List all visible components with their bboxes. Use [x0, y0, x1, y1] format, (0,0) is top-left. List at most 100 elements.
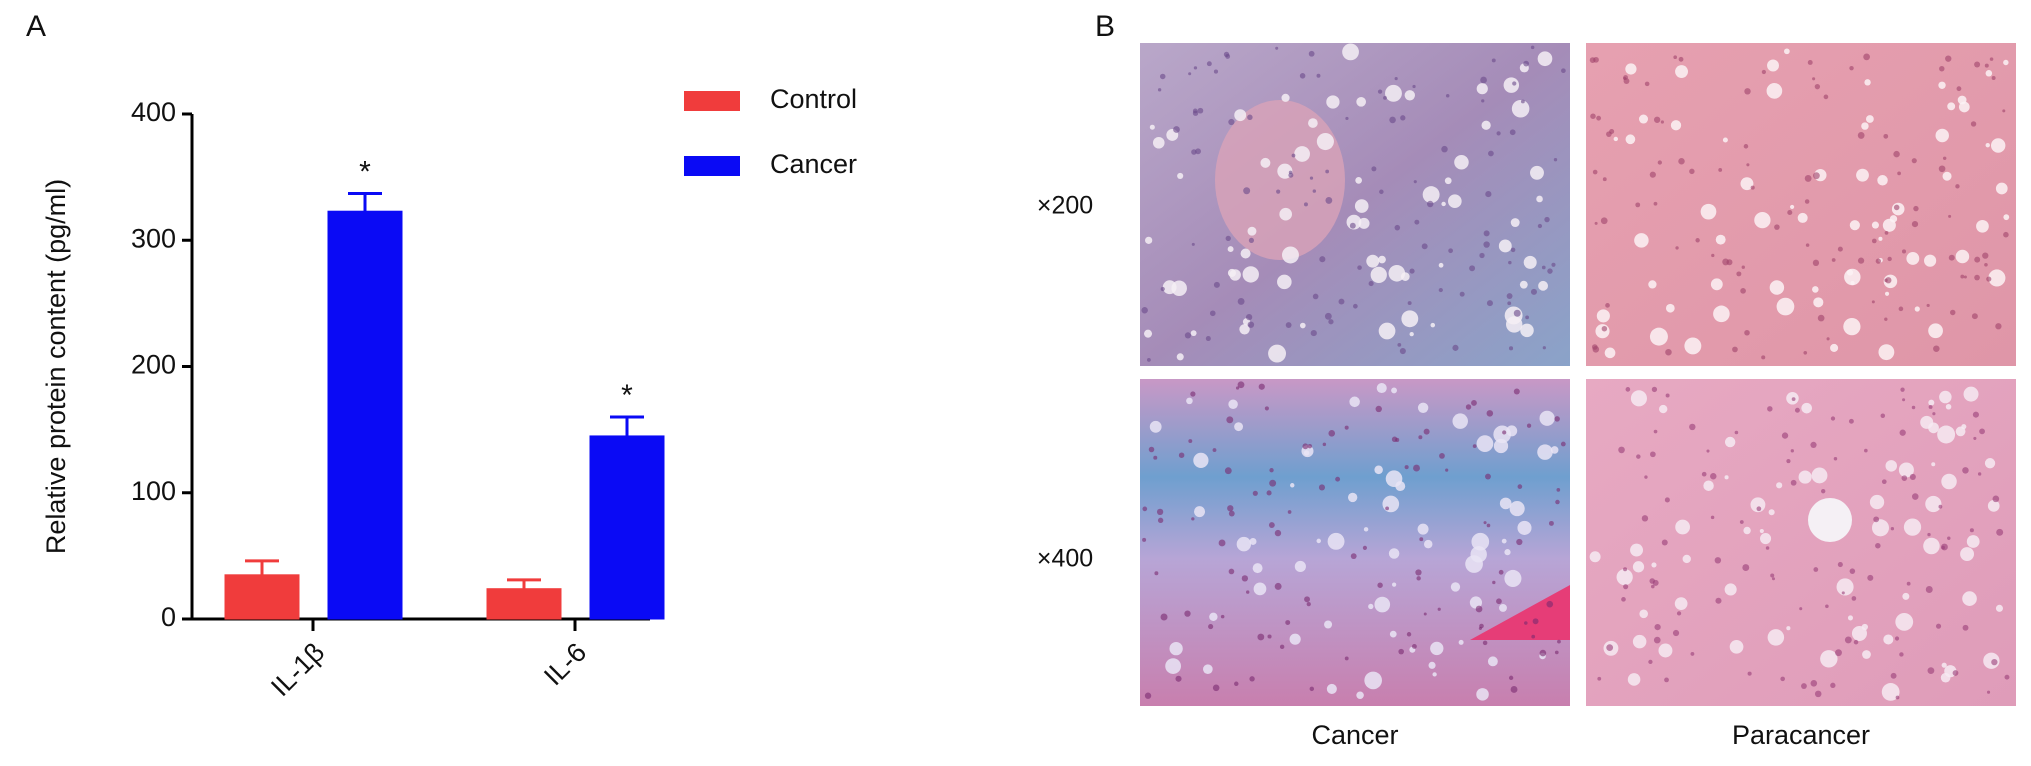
nucleus: [1863, 53, 1871, 61]
nucleus: [1650, 451, 1656, 458]
nucleus: [1592, 169, 1598, 175]
vacuole: [1404, 90, 1415, 101]
nucleus: [1885, 277, 1892, 284]
nucleus: [1947, 536, 1951, 540]
vacuole: [1385, 84, 1402, 102]
nucleus: [1496, 131, 1501, 136]
nucleus: [1932, 412, 1936, 416]
nucleus: [1269, 479, 1277, 487]
vacuole: [1776, 482, 1783, 489]
nucleus: [1160, 613, 1168, 621]
nucleus: [1188, 439, 1193, 444]
nucleus: [1653, 116, 1661, 123]
vacuole: [1589, 551, 1601, 563]
nucleus: [1901, 249, 1907, 254]
vacuole: [1388, 264, 1406, 282]
nucleus: [1245, 314, 1253, 321]
vacuole: [1476, 688, 1489, 701]
vacuole: [1376, 382, 1387, 394]
nucleus: [1350, 553, 1357, 560]
nucleus: [1472, 444, 1477, 448]
nucleus: [1485, 190, 1492, 198]
nucleus: [1160, 286, 1165, 292]
y-tick-label: 200: [131, 350, 176, 380]
nucleus: [1308, 50, 1315, 57]
nucleus: [1899, 429, 1906, 436]
nucleus: [1814, 690, 1822, 698]
nucleus: [1345, 116, 1349, 121]
nucleus: [1678, 158, 1685, 165]
nucleus: [1960, 274, 1965, 279]
nucleus: [1275, 46, 1279, 50]
vacuole: [1878, 236, 1883, 241]
nucleus: [1676, 611, 1682, 616]
y-tick-label: 300: [131, 223, 176, 253]
nucleus: [1962, 624, 1969, 631]
vacuole: [1430, 641, 1444, 656]
nucleus: [1813, 567, 1819, 572]
vacuole: [1342, 43, 1359, 61]
nucleus: [1223, 51, 1230, 58]
nucleus: [1483, 230, 1490, 237]
vacuole: [1797, 212, 1808, 223]
nucleus: [1864, 448, 1868, 453]
nucleus: [1962, 467, 1969, 474]
nucleus: [1644, 475, 1648, 479]
nucleus: [1153, 455, 1158, 460]
nucleus: [1804, 174, 1812, 182]
nucleus: [1319, 256, 1326, 263]
nucleus: [1871, 238, 1877, 244]
nucleus: [1479, 252, 1485, 259]
nucleus: [1791, 397, 1796, 401]
nucleus: [1409, 268, 1415, 274]
bar: [589, 435, 665, 620]
vacuole: [1871, 221, 1879, 229]
vacuole: [1374, 465, 1383, 475]
nucleus: [1448, 248, 1453, 254]
nucleus: [1475, 605, 1483, 613]
vacuole: [1236, 536, 1252, 552]
nucleus: [1747, 671, 1752, 676]
nucleus: [1379, 189, 1384, 195]
nucleus: [1750, 185, 1755, 190]
nucleus: [1925, 586, 1933, 593]
nucleus: [1524, 621, 1528, 625]
nucleus: [1849, 65, 1854, 71]
vacuole: [1760, 533, 1772, 545]
vacuole: [1253, 582, 1267, 596]
vacuole: [1511, 99, 1530, 118]
nucleus: [1706, 449, 1710, 453]
vacuole: [1363, 527, 1369, 532]
vacuole: [1458, 639, 1464, 645]
nucleus: [1955, 184, 1960, 189]
nucleus: [1344, 425, 1349, 430]
nucleus: [1597, 676, 1602, 681]
nucleus: [1812, 77, 1816, 81]
vacuole: [1176, 353, 1184, 361]
nucleus: [1786, 458, 1791, 464]
nucleus: [1267, 634, 1272, 639]
nucleus: [1389, 116, 1396, 124]
vacuole: [1856, 168, 1869, 182]
nucleus: [1513, 388, 1520, 395]
nucleus: [1770, 573, 1775, 578]
nucleus: [1991, 658, 1998, 666]
vacuole: [1766, 83, 1783, 99]
nucleus: [1673, 55, 1678, 60]
nucleus: [1469, 265, 1476, 272]
nucleus: [1592, 345, 1600, 353]
nucleus: [1742, 564, 1750, 571]
nucleus: [1439, 453, 1445, 459]
nucleus: [1288, 172, 1294, 178]
nucleus: [1412, 84, 1416, 89]
nucleus: [1509, 129, 1516, 136]
vacuole: [1349, 396, 1360, 408]
nucleus: [1542, 346, 1546, 350]
vacuole: [1924, 254, 1937, 267]
vacuole: [1227, 268, 1236, 277]
nucleus: [1875, 542, 1881, 549]
vacuole: [1947, 102, 1956, 111]
x-tick-label: IL-6: [538, 637, 592, 691]
vacuole: [1423, 539, 1433, 549]
vacuole: [1984, 458, 1996, 469]
